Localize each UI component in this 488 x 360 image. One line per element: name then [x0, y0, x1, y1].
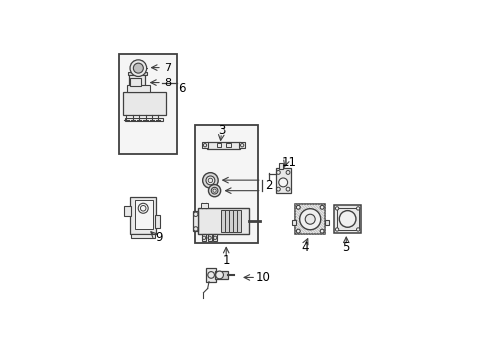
Bar — [324, 220, 328, 225]
Bar — [198, 208, 249, 234]
Bar — [239, 143, 244, 148]
Bar — [155, 215, 160, 228]
Text: 10: 10 — [255, 271, 270, 284]
Bar — [123, 206, 131, 216]
Circle shape — [305, 214, 315, 224]
Text: 6: 6 — [178, 82, 185, 95]
Text: 11: 11 — [282, 157, 296, 170]
Text: 8: 8 — [163, 77, 171, 87]
Bar — [131, 234, 155, 238]
Bar — [224, 210, 228, 232]
Circle shape — [320, 205, 324, 209]
Bar — [275, 168, 290, 193]
Bar — [127, 72, 146, 75]
Bar — [215, 270, 228, 279]
Bar — [195, 125, 257, 243]
Circle shape — [356, 207, 359, 210]
Bar — [130, 78, 141, 86]
Text: 1: 1 — [222, 254, 229, 267]
Bar — [200, 203, 208, 208]
Bar — [129, 74, 145, 89]
Circle shape — [202, 173, 218, 188]
Circle shape — [211, 187, 218, 194]
Bar — [213, 234, 217, 242]
Bar — [202, 143, 207, 148]
Circle shape — [299, 209, 320, 230]
Text: 9: 9 — [155, 231, 163, 244]
Bar — [233, 210, 236, 232]
Bar — [229, 210, 232, 232]
Circle shape — [205, 176, 214, 185]
Circle shape — [138, 203, 148, 213]
Bar — [207, 234, 211, 242]
Text: 3: 3 — [217, 124, 225, 137]
Text: 5: 5 — [342, 241, 349, 254]
Circle shape — [356, 228, 359, 231]
Circle shape — [208, 185, 220, 197]
Circle shape — [335, 228, 338, 231]
Text: 4: 4 — [300, 241, 308, 254]
Bar — [278, 163, 283, 169]
Circle shape — [296, 229, 300, 233]
Bar — [119, 54, 177, 154]
Bar — [126, 85, 150, 92]
Bar — [336, 208, 358, 230]
Circle shape — [130, 60, 146, 76]
Bar — [206, 141, 240, 149]
Text: 7: 7 — [163, 63, 171, 73]
Circle shape — [339, 211, 355, 227]
Circle shape — [278, 178, 287, 187]
Bar — [130, 197, 156, 234]
Bar — [237, 210, 241, 232]
Bar — [216, 143, 221, 147]
Bar — [193, 211, 198, 231]
Circle shape — [133, 63, 143, 73]
Bar — [202, 234, 205, 242]
Text: 2: 2 — [264, 179, 272, 192]
Bar — [122, 92, 165, 115]
Bar — [291, 220, 295, 225]
Bar — [294, 204, 325, 234]
Bar — [221, 210, 224, 232]
Bar — [333, 205, 361, 233]
Bar — [226, 143, 230, 147]
Circle shape — [296, 205, 300, 209]
Bar — [125, 118, 163, 121]
Bar — [135, 201, 153, 229]
Circle shape — [335, 207, 338, 210]
Circle shape — [320, 229, 324, 233]
Bar — [206, 268, 216, 282]
Circle shape — [215, 271, 223, 279]
